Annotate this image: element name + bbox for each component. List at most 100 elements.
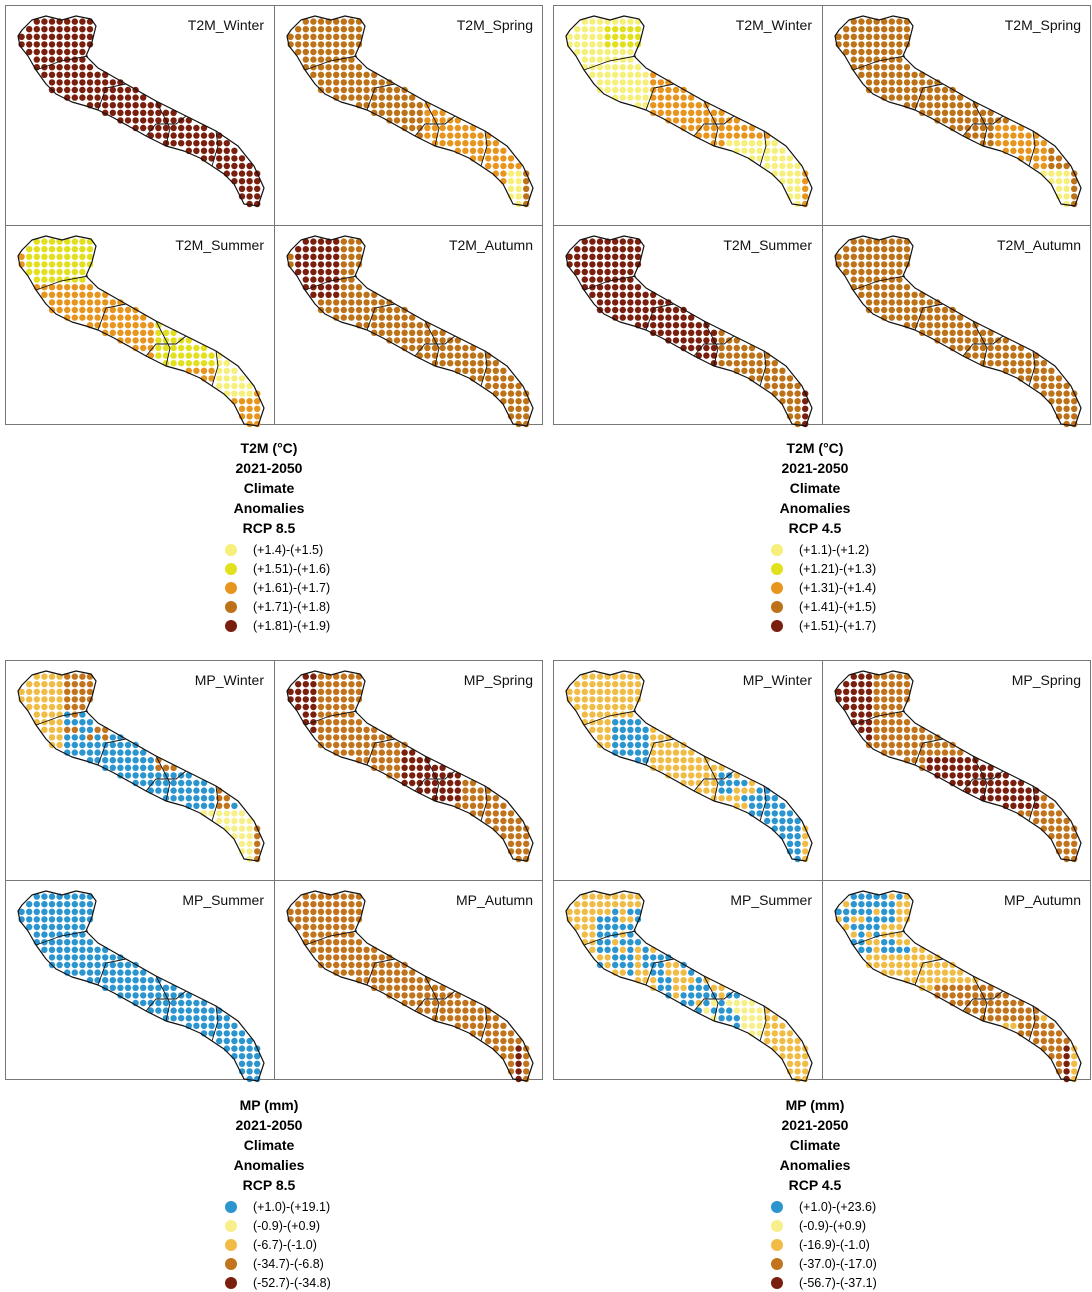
grid-cell-dot: [979, 764, 987, 771]
grid-cell-dot: [1033, 810, 1040, 817]
grid-cell-dot: [896, 901, 903, 908]
grid-cell-dot: [33, 33, 40, 40]
grid-cell-dot: [208, 132, 215, 139]
grid-cell-dot: [94, 299, 101, 306]
grid-cell-dot: [363, 86, 370, 94]
grid-cell-dot: [238, 375, 246, 382]
grid-cell-dot: [41, 901, 48, 908]
grid-cell-dot: [193, 779, 200, 787]
grid-cell-dot: [771, 162, 778, 170]
grid-cell-dot: [941, 322, 949, 329]
grid-cell-dot: [972, 764, 979, 771]
grid-cell-dot: [439, 140, 446, 147]
grid-cell-dot: [756, 155, 763, 162]
grid-cell-dot: [718, 337, 725, 344]
grid-cell-dot: [492, 162, 499, 170]
province-border: [583, 55, 637, 71]
grid-cell-dot: [1017, 147, 1025, 154]
grid-cell-dot: [873, 79, 880, 86]
grid-cell-dot: [1071, 1068, 1078, 1075]
grid-cell-dot: [41, 41, 48, 48]
grid-cell-dot: [462, 360, 469, 367]
grid-cell-dot: [302, 268, 309, 276]
grid-cell-dot: [238, 155, 246, 162]
grid-cell-dot: [896, 64, 903, 71]
grid-cell-dot: [26, 916, 33, 923]
grid-cell-dot: [634, 26, 642, 33]
grid-cell-dot: [79, 56, 86, 63]
legend-swatch-icon: [771, 1257, 783, 1270]
grid-cell-dot: [178, 1007, 185, 1014]
grid-cell-dot: [619, 71, 626, 79]
grid-cell-dot: [178, 1015, 185, 1022]
grid-cell-dot: [155, 329, 162, 336]
grid-cell-dot: [124, 992, 132, 999]
grid-cell-dot: [477, 1015, 484, 1022]
grid-cell-dot: [634, 969, 642, 976]
grid-cell-dot: [786, 817, 794, 825]
grid-cell-dot: [71, 931, 79, 938]
grid-cell-dot: [41, 946, 48, 953]
grid-cell-dot: [873, 939, 880, 946]
grid-cell-dot: [589, 268, 596, 276]
grid-cell-dot: [340, 71, 347, 79]
grid-cell-dot: [896, 703, 903, 711]
grid-cell-dot: [447, 1015, 454, 1022]
grid-cell-dot: [903, 299, 911, 306]
grid-cell-dot: [378, 102, 385, 109]
grid-cell-dot: [1002, 132, 1009, 139]
grid-cell-dot: [873, 961, 880, 969]
grid-cell-dot: [896, 916, 903, 923]
province-border: [424, 320, 440, 367]
grid-cell-dot: [756, 140, 763, 147]
grid-cell-dot: [523, 840, 530, 847]
grid-cell-dot: [431, 344, 439, 352]
province-border: [414, 115, 456, 137]
grid-cell-dot: [348, 268, 355, 276]
grid-cell-dot: [972, 999, 979, 1007]
grid-cell-dot: [873, 246, 880, 253]
grid-cell-dot: [246, 1045, 253, 1052]
grid-cell-dot: [995, 132, 1002, 139]
grid-cell-dot: [216, 375, 223, 382]
grid-cell-dot: [79, 299, 86, 306]
grid-cell-dot: [56, 939, 63, 946]
grid-cell-dot: [835, 688, 842, 695]
grid-cell-dot: [650, 954, 657, 961]
grid-cell-dot: [185, 124, 192, 132]
grid-cell-dot: [896, 41, 903, 48]
grid-cell-dot: [756, 802, 763, 809]
grid-cell-dot: [1048, 398, 1055, 405]
grid-cell-dot: [492, 1037, 499, 1045]
grid-cell-dot: [371, 94, 378, 101]
grid-cell-dot: [33, 26, 40, 33]
grid-cell-dot: [850, 246, 857, 253]
grid-cell-dot: [865, 56, 873, 63]
grid-cell-dot: [41, 908, 48, 915]
grid-cell-dot: [355, 961, 363, 969]
grid-cell-dot: [802, 1053, 809, 1060]
grid-cell-dot: [574, 703, 581, 711]
grid-cell-dot: [41, 916, 48, 923]
grid-divider: [6, 225, 542, 226]
grid-cell-dot: [987, 117, 994, 124]
grid-cell-dot: [231, 155, 238, 162]
legend-swatch-icon: [225, 1238, 237, 1251]
grid-cell-dot: [771, 1030, 778, 1037]
grid-cell-dot: [48, 276, 56, 283]
grid-cell-dot: [295, 688, 302, 695]
grid-cell-dot: [604, 291, 611, 298]
grid-cell-dot: [726, 140, 733, 147]
grid-cell-dot: [317, 284, 325, 291]
grid-cell-dot: [223, 825, 230, 832]
grid-cell-dot: [1033, 1022, 1040, 1029]
grid-cell-dot: [348, 673, 355, 680]
grid-cell-dot: [477, 802, 484, 809]
legend-swatch-icon: [225, 1276, 237, 1289]
grid-cell-dot: [317, 696, 325, 703]
grid-cell-dot: [941, 772, 949, 779]
grid-cell-dot: [223, 390, 230, 397]
grid-cell-dot: [1063, 185, 1070, 192]
grid-cell-dot: [881, 299, 888, 306]
grid-cell-dot: [79, 703, 86, 711]
